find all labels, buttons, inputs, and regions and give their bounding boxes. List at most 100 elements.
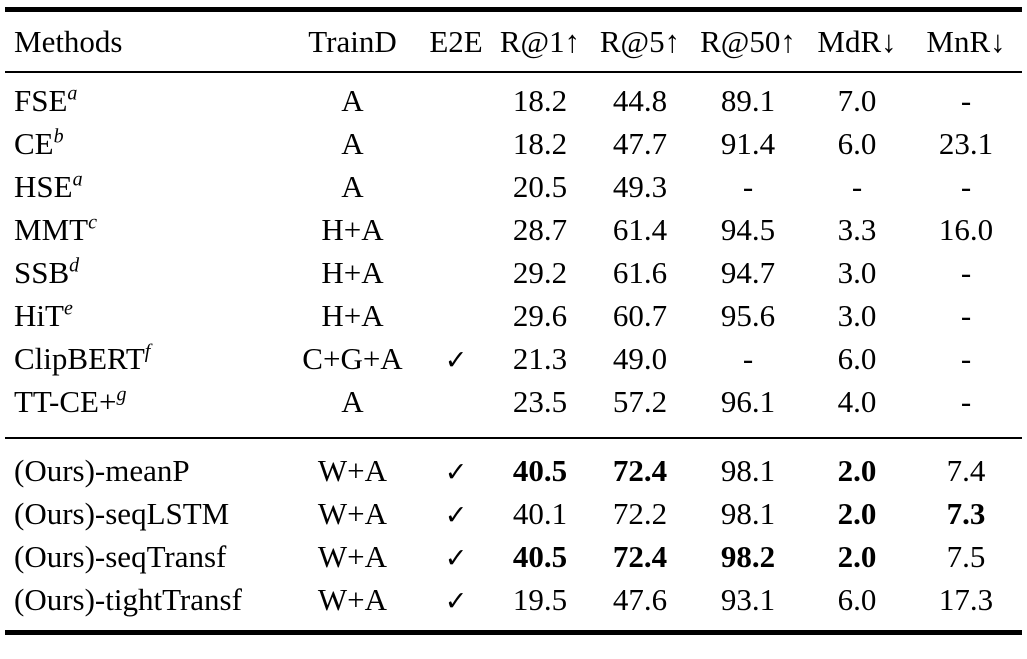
metric-r5-cell: 72.4 [612, 539, 668, 574]
metric-r5-cell: 61.4 [612, 212, 668, 247]
column-header-mnr: MnR↓ [910, 7, 1022, 73]
table-row: (Ours)-meanP W+A ✓ 40.5 72.4 98.1 2.0 7.4 [5, 437, 1022, 492]
metric-r5-cell: 49.3 [612, 169, 668, 204]
traind-cell: C+G+A [302, 341, 403, 376]
e2e-checkmark-icon: ✓ [420, 492, 492, 535]
metric-r5-cell: 57.2 [612, 384, 668, 419]
metric-r1-cell: 18.2 [512, 83, 568, 118]
results-table: Methods TrainD E2E R@1↑ R@5↑ R@50↑ MdR↓ … [5, 7, 1022, 635]
metric-mdr-cell: 6.0 [804, 578, 910, 635]
table-header-row: Methods TrainD E2E R@1↑ R@5↑ R@50↑ MdR↓ … [5, 7, 1022, 73]
metric-r50-cell: - [742, 169, 754, 204]
metric-r5-cell: 60.7 [612, 298, 668, 333]
traind-cell: A [341, 83, 364, 118]
metric-r5-cell: 72.4 [588, 437, 692, 492]
metric-mnr-cell: - [960, 169, 972, 204]
traind-cell: W+A [317, 539, 388, 574]
metric-mdr-cell: 2.0 [837, 539, 877, 574]
baseline-methods-section: FSEa A 18.2 44.8 89.1 7.0 - CEb A 18.2 47.7 91.4 6.0… [5, 72, 1022, 438]
traind-cell: A [341, 384, 364, 419]
reference-superscript: f [144, 340, 151, 363]
metric-r50-cell: 94.7 [720, 255, 776, 290]
metric-r5-cell: 49.0 [612, 341, 668, 376]
metric-mnr-cell: - [960, 298, 972, 333]
checkmark-icon: ✓ [444, 586, 468, 617]
metric-mnr-cell: 7.3 [946, 496, 986, 531]
metric-r5-cell: 44.8 [612, 83, 668, 118]
column-header-r50: R@50↑ [692, 7, 804, 73]
metric-mdr-cell: 3.3 [837, 212, 877, 247]
metric-mnr-cell: - [960, 255, 972, 290]
table-row: CEb A 18.2 47.7 91.4 6.0 23.1 [5, 122, 1022, 165]
traind-cell: H+A [321, 255, 384, 290]
metric-r1-cell: 29.6 [512, 298, 568, 333]
metric-mdr-cell: 2.0 [804, 437, 910, 492]
metric-r50-cell: 95.6 [720, 298, 776, 333]
metric-mnr-cell: - [960, 83, 972, 118]
checkmark-icon: ✓ [444, 543, 468, 574]
traind-cell: A [341, 126, 364, 161]
traind-cell: W+A [285, 578, 420, 635]
metric-mdr-cell: 6.0 [837, 126, 877, 161]
e2e-cell [420, 165, 492, 208]
traind-cell: H+A [321, 212, 384, 247]
metric-r50-cell: 89.1 [720, 83, 776, 118]
metric-r5-cell: 47.7 [612, 126, 668, 161]
metric-mnr-cell: 17.3 [910, 578, 1022, 635]
e2e-cell [420, 122, 492, 165]
metric-r50-cell: 94.5 [720, 212, 776, 247]
metric-mdr-cell: 3.0 [837, 255, 877, 290]
table-row: (Ours)-seqLSTM W+A ✓ 40.1 72.2 98.1 2.0 7.3 [5, 492, 1022, 535]
method-cell: (Ours)-meanP [5, 437, 285, 492]
metric-mdr-cell: 3.0 [837, 298, 877, 333]
method-cell: HSEa [14, 168, 83, 204]
e2e-cell [420, 208, 492, 251]
metric-mdr-cell: 2.0 [837, 496, 877, 531]
reference-superscript: c [88, 211, 97, 234]
column-header-mdr: MdR↓ [804, 7, 910, 73]
ours-methods-section: (Ours)-meanP W+A ✓ 40.5 72.4 98.1 2.0 7.4 (Ours)… [5, 437, 1022, 635]
metric-r5-cell: 61.6 [612, 255, 668, 290]
metric-r5-cell: 72.2 [612, 496, 668, 531]
metric-mnr-cell: 23.1 [938, 126, 994, 161]
metric-mdr-cell: 4.0 [837, 384, 877, 419]
metric-mnr-cell: 7.5 [946, 539, 986, 574]
metric-mdr-cell: - [851, 169, 863, 204]
metric-r1-cell: 20.5 [512, 169, 568, 204]
checkmark-icon: ✓ [444, 500, 468, 531]
metric-r1-cell: 40.5 [512, 539, 568, 574]
metric-mdr-cell: 7.0 [837, 83, 877, 118]
metric-mnr-cell: - [960, 384, 972, 419]
metric-r50-cell: 93.1 [692, 578, 804, 635]
table-row: (Ours)-seqTransf W+A ✓ 40.5 72.4 98.2 2.0 7.5 [5, 535, 1022, 578]
e2e-checkmark-icon: ✓ [420, 578, 492, 635]
metric-r50-cell: 98.1 [720, 496, 776, 531]
table-row: HSEa A 20.5 49.3 - - - [5, 165, 1022, 208]
traind-cell: A [341, 169, 364, 204]
method-cell: ClipBERTf [14, 340, 151, 376]
reference-superscript: a [72, 168, 83, 191]
e2e-cell [420, 294, 492, 337]
method-cell: MMTc [14, 211, 97, 247]
e2e-checkmark-icon: ✓ [420, 535, 492, 578]
column-header-r5: R@5↑ [588, 7, 692, 73]
method-cell: SSBd [14, 254, 80, 290]
metric-r1-cell: 23.5 [512, 384, 568, 419]
metric-r1-cell: 40.1 [512, 496, 568, 531]
table-row: SSBd H+A 29.2 61.6 94.7 3.0 - [5, 251, 1022, 294]
checkmark-icon: ✓ [444, 345, 468, 376]
metric-r1-cell: 18.2 [512, 126, 568, 161]
metric-r1-cell: 19.5 [492, 578, 588, 635]
traind-cell: W+A [317, 496, 388, 531]
e2e-checkmark-icon: ✓ [420, 437, 492, 492]
metric-mdr-cell: 6.0 [837, 341, 877, 376]
method-cell: (Ours)-seqTransf [14, 539, 227, 574]
method-cell: CEb [14, 125, 64, 161]
metric-r50-cell: 96.1 [720, 384, 776, 419]
reference-superscript: g [116, 383, 127, 406]
column-header-r1: R@1↑ [492, 7, 588, 73]
method-cell: (Ours)-seqLSTM [14, 496, 230, 531]
metric-r50-cell: 91.4 [720, 126, 776, 161]
column-header-e2e: E2E [420, 7, 492, 73]
table-row: HiTe H+A 29.6 60.7 95.6 3.0 - [5, 294, 1022, 337]
